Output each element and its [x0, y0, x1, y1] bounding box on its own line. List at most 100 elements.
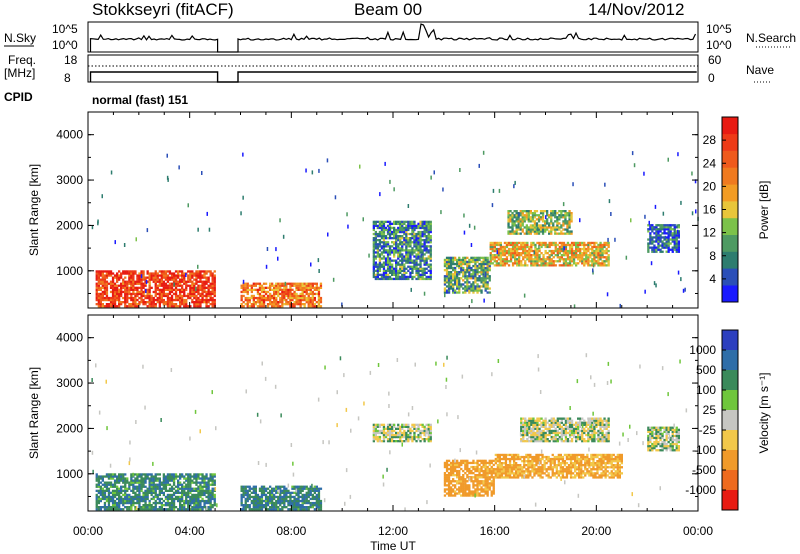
data-cell — [419, 230, 422, 234]
data-cell — [452, 277, 455, 280]
data-cell — [556, 220, 559, 223]
data-cell — [384, 257, 388, 260]
data-cell — [529, 220, 532, 223]
data-cell — [281, 296, 284, 300]
data-cell — [113, 284, 117, 287]
scatter-cell — [662, 211, 665, 216]
data-cell — [107, 493, 111, 497]
data-cell — [386, 249, 390, 252]
data-cell — [197, 303, 200, 306]
data-cell — [399, 247, 402, 250]
data-cell — [388, 438, 392, 441]
data-cell — [384, 435, 388, 439]
data-cell — [425, 267, 428, 270]
data-cell — [203, 274, 206, 277]
data-cell — [199, 495, 202, 499]
data-cell — [529, 212, 532, 215]
data-cell — [269, 284, 272, 287]
data-cell — [409, 267, 412, 270]
data-cell — [258, 506, 262, 509]
data-cell — [454, 283, 457, 286]
data-cell — [287, 489, 290, 492]
data-cell — [388, 230, 392, 234]
data-cell — [179, 473, 182, 476]
data-cell — [548, 241, 551, 245]
scatter-cell — [648, 220, 650, 225]
data-cell — [395, 275, 398, 279]
data-cell — [144, 280, 147, 283]
data-cell — [427, 237, 430, 240]
data-cell — [197, 475, 200, 478]
data-cell — [647, 244, 650, 247]
data-cell — [447, 283, 451, 286]
data-cell — [570, 212, 573, 215]
data-cell — [488, 277, 491, 280]
data-cell — [311, 487, 314, 490]
data-cell — [164, 501, 168, 505]
data-cell — [388, 235, 392, 238]
data-cell — [429, 228, 432, 232]
data-cell — [556, 247, 559, 251]
data-cell — [193, 284, 196, 287]
data-cell — [372, 438, 375, 441]
scatter-cell — [368, 253, 370, 258]
data-cell — [130, 495, 133, 499]
data-cell — [536, 249, 539, 253]
data-cell — [374, 230, 377, 234]
data-cell — [201, 294, 204, 298]
data-cell — [158, 473, 161, 476]
data-cell — [168, 301, 172, 304]
data-cell — [113, 298, 117, 302]
data-cell — [454, 279, 457, 282]
data-cell — [513, 216, 516, 219]
data-cell — [313, 501, 316, 505]
scatter-cell — [691, 171, 693, 176]
data-cell — [443, 289, 447, 292]
data-cell — [269, 298, 272, 302]
data-cell — [462, 474, 465, 477]
data-cell — [120, 276, 123, 279]
data-cell — [393, 271, 396, 274]
data-cell — [150, 305, 153, 308]
data-cell — [458, 273, 461, 276]
data-cell — [177, 481, 180, 484]
data-cell — [593, 264, 596, 267]
data-cell — [474, 289, 477, 292]
data-cell — [562, 214, 565, 217]
data-cell — [181, 296, 184, 300]
data-cell — [118, 305, 121, 308]
data-cell — [209, 489, 212, 492]
data-cell — [209, 290, 212, 294]
data-cell — [185, 491, 188, 494]
data-cell — [281, 485, 284, 488]
data-cell — [136, 473, 139, 476]
data-cell — [579, 243, 582, 247]
data-cell — [447, 281, 451, 284]
data-cell — [470, 273, 473, 276]
data-cell — [581, 243, 584, 247]
data-cell — [122, 481, 125, 484]
data-cell — [193, 288, 196, 291]
data-cell — [462, 273, 465, 276]
data-cell — [511, 245, 515, 249]
data-cell — [262, 305, 266, 308]
data-cell — [376, 249, 379, 252]
data-cell — [152, 491, 155, 494]
scatter-cell — [677, 229, 679, 234]
data-cell — [103, 305, 107, 308]
data-cell — [501, 252, 505, 255]
data-cell — [299, 288, 302, 291]
data-cell — [456, 260, 459, 264]
data-cell — [277, 499, 280, 503]
data-cell — [509, 226, 512, 229]
data-cell — [562, 260, 566, 263]
data-cell — [484, 256, 487, 259]
data-cell — [425, 222, 428, 225]
data-cell — [519, 214, 522, 217]
data-cell — [417, 251, 420, 254]
data-cell — [209, 270, 212, 273]
data-cell — [181, 284, 184, 287]
data-cell — [285, 282, 288, 285]
data-cell — [138, 501, 141, 505]
data-cell — [495, 264, 498, 267]
